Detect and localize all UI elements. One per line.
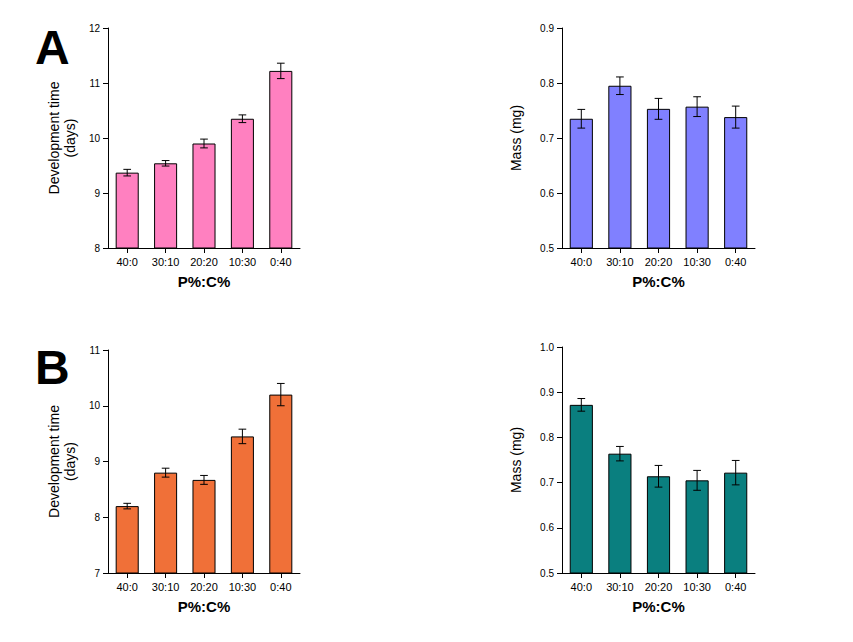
svg-text:9: 9 [94, 456, 100, 467]
svg-text:0.9: 0.9 [540, 387, 554, 398]
svg-text:Mass (mg): Mass (mg) [508, 427, 524, 493]
svg-text:(days): (days) [62, 119, 78, 158]
svg-text:12: 12 [89, 23, 101, 34]
svg-text:10:30: 10:30 [229, 256, 257, 268]
svg-text:P%:C%: P%:C% [632, 598, 685, 615]
svg-text:30:10: 30:10 [606, 581, 634, 593]
svg-text:30:10: 30:10 [606, 256, 634, 268]
svg-text:7: 7 [94, 568, 100, 579]
svg-text:10:30: 10:30 [683, 581, 711, 593]
svg-text:Development time: Development time [46, 81, 62, 194]
svg-text:Mass (mg): Mass (mg) [508, 105, 524, 171]
svg-text:10:30: 10:30 [229, 581, 257, 593]
svg-text:0.6: 0.6 [540, 188, 554, 199]
svg-text:0:40: 0:40 [725, 581, 746, 593]
svg-text:0.7: 0.7 [540, 477, 554, 488]
svg-text:0.9: 0.9 [540, 23, 554, 34]
svg-text:40:0: 40:0 [571, 581, 592, 593]
svg-text:0:40: 0:40 [725, 256, 746, 268]
svg-text:P%:C%: P%:C% [632, 273, 685, 290]
svg-text:B: B [35, 341, 70, 394]
svg-text:20:20: 20:20 [190, 581, 218, 593]
svg-text:30:10: 30:10 [152, 256, 180, 268]
svg-text:10:30: 10:30 [683, 256, 711, 268]
svg-text:0.8: 0.8 [540, 432, 554, 443]
svg-text:P%:C%: P%:C% [178, 598, 231, 615]
svg-text:8: 8 [94, 243, 100, 254]
svg-text:0.8: 0.8 [540, 78, 554, 89]
svg-text:40:0: 40:0 [116, 256, 137, 268]
svg-text:20:20: 20:20 [645, 581, 673, 593]
svg-text:20:20: 20:20 [645, 256, 673, 268]
svg-text:0.6: 0.6 [540, 522, 554, 533]
svg-text:0.5: 0.5 [540, 243, 554, 254]
svg-text:11: 11 [90, 78, 101, 89]
svg-text:(days): (days) [62, 442, 78, 481]
svg-text:Development time: Development time [46, 405, 62, 518]
svg-text:0.7: 0.7 [540, 133, 554, 144]
svg-text:9: 9 [94, 188, 100, 199]
svg-text:40:0: 40:0 [116, 581, 137, 593]
svg-text:10: 10 [89, 133, 101, 144]
svg-text:10: 10 [89, 400, 101, 411]
svg-text:8: 8 [94, 512, 100, 523]
svg-text:30:10: 30:10 [152, 581, 180, 593]
svg-text:0:40: 0:40 [270, 581, 291, 593]
svg-text:A: A [35, 21, 70, 74]
svg-text:11: 11 [90, 345, 101, 356]
svg-text:P%:C%: P%:C% [178, 273, 231, 290]
svg-text:1.0: 1.0 [540, 342, 554, 353]
svg-text:40:0: 40:0 [571, 256, 592, 268]
svg-text:20:20: 20:20 [190, 256, 218, 268]
svg-text:0:40: 0:40 [270, 256, 291, 268]
svg-text:0.5: 0.5 [540, 568, 554, 579]
